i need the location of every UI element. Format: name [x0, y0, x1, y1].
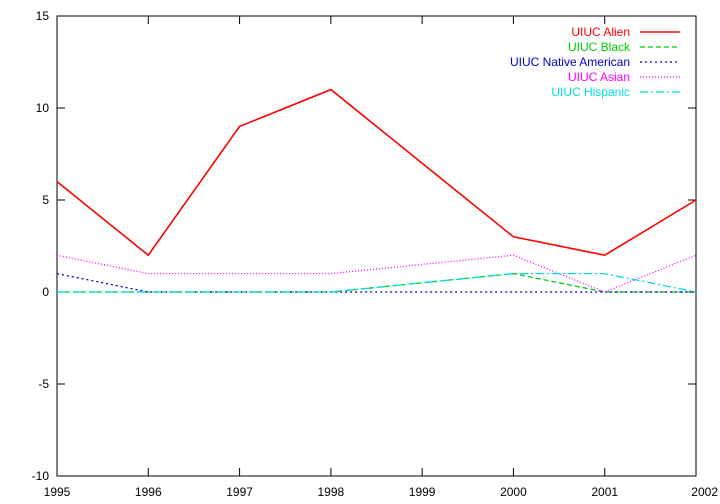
legend-label: UIUC Asian — [568, 70, 630, 84]
y-tick-label: 15 — [36, 9, 50, 23]
x-tick-label: 1997 — [226, 485, 253, 499]
x-tick-label: 1995 — [44, 485, 71, 499]
y-tick-label: 5 — [42, 193, 49, 207]
x-tick-label: 2001 — [591, 485, 618, 499]
x-tick-label: 1999 — [409, 485, 436, 499]
series-line-uiuc-native-american — [56, 272, 696, 293]
y-tick-label: 10 — [36, 101, 50, 115]
legend-label: UIUC Native American — [510, 55, 630, 69]
ticks: 1995 1996 1997 1998 1999 2000 2001 2002 -10 -5 0 5 1… — [32, 9, 719, 499]
axes — [56, 15, 697, 477]
series-lines — [56, 88, 697, 293]
x-tick-label: 2000 — [500, 485, 527, 499]
legend-label: UIUC Hispanic — [551, 85, 630, 99]
series-line-uiuc-alien — [56, 88, 697, 257]
y-tick-label: 0 — [42, 285, 49, 299]
y-tick-label: -10 — [32, 469, 50, 483]
series-line-uiuc-black — [57, 272, 696, 293]
x-tick-label: 1998 — [318, 485, 345, 499]
plot-border — [56, 15, 697, 477]
y-tick-label: -5 — [38, 377, 49, 391]
legend-label: UIUC Alien — [571, 25, 630, 39]
series-line-uiuc-hispanic — [57, 272, 697, 293]
legend-label: UIUC Black — [568, 40, 631, 54]
x-tick-label: 1996 — [135, 485, 162, 499]
series-line-uiuc-asian — [56, 254, 697, 293]
x-tick-label: 2002 — [691, 485, 718, 499]
